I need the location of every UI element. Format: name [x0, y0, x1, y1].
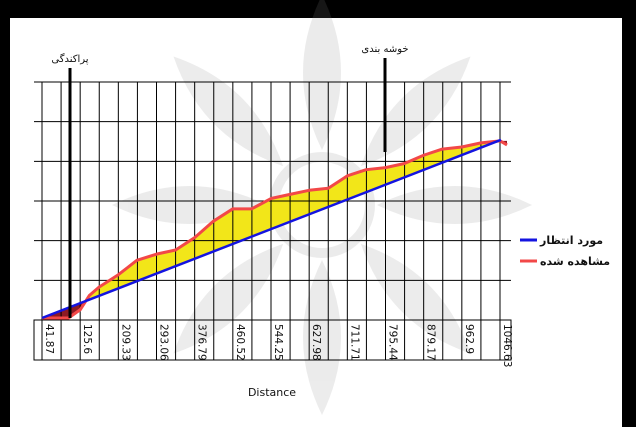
deviation-band — [175, 237, 195, 267]
watermark-petal — [303, 0, 341, 150]
chart-panel — [10, 18, 622, 427]
deviation-band — [251, 198, 271, 237]
x-tick-label: 209.33 — [119, 324, 131, 361]
x-tick-label: 125.6 — [81, 324, 93, 354]
legend-label: مشاهده شده — [540, 255, 610, 268]
series-layer — [41, 138, 508, 320]
watermark-petal — [360, 243, 471, 354]
deviation-band — [442, 147, 462, 164]
x-axis-label: Distance — [248, 386, 296, 399]
x-tick-label: 293.06 — [158, 324, 170, 361]
watermark-petal — [173, 243, 284, 354]
x-tick-label: 376.79 — [196, 324, 208, 361]
x-tick-label: 627.98 — [310, 324, 322, 361]
x-tick-label: 1046.63 — [501, 324, 513, 367]
legend: مورد انتظار مشاهده شده — [520, 234, 610, 268]
watermark-petal — [173, 56, 284, 167]
tick-label-band — [33, 319, 512, 361]
series-observed-line — [42, 139, 508, 320]
series-expected-line — [41, 138, 502, 320]
x-tick-label: 41.87 — [43, 324, 55, 354]
x-tick-label: 879.17 — [425, 324, 437, 361]
deviation-band — [271, 194, 291, 230]
deviation-band — [232, 208, 252, 245]
deviation-band — [347, 169, 367, 200]
deviation-band — [118, 260, 137, 289]
watermark-petal — [377, 186, 532, 224]
x-tick-label: 962.9 — [463, 324, 475, 354]
annotation-label: خوشه بندی — [361, 44, 408, 55]
deviation-band — [385, 163, 405, 186]
x-tick-label: 711.71 — [348, 324, 360, 361]
deviation-band — [194, 221, 214, 259]
legend-label: مورد انتظار — [539, 234, 603, 247]
annotation-label: پراکندگی — [51, 53, 88, 65]
x-tick-label: 460.52 — [234, 324, 246, 361]
watermark-petal — [303, 260, 341, 415]
annotations: پراکندگی خوشه بندی — [51, 44, 409, 318]
deviation-band — [290, 190, 310, 223]
deviation-band — [328, 175, 348, 208]
chart-grid — [33, 81, 512, 361]
x-axis-ticks: 41.87 125.6 209.33 293.06 376.79 460.52 544.25… — [43, 324, 513, 367]
x-tick-label: 544.25 — [272, 324, 284, 361]
x-tick-label: 795.44 — [387, 324, 399, 361]
